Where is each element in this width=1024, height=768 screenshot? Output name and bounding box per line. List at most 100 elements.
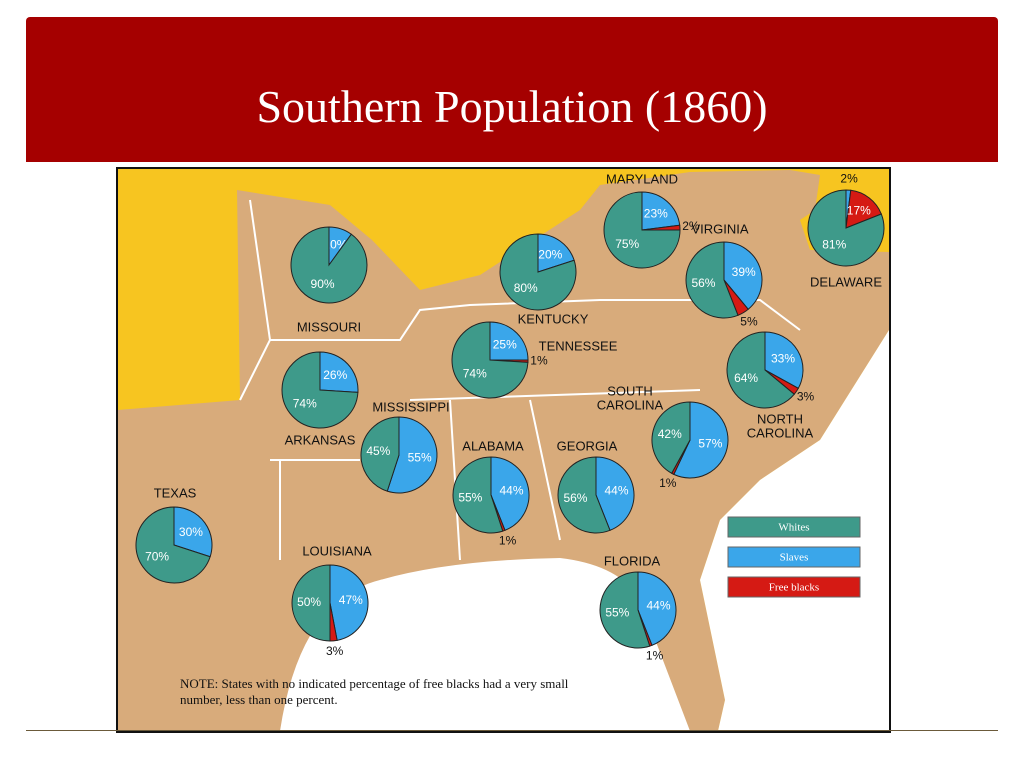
pie-slice <box>641 191 681 231</box>
value-label: 26% <box>323 368 347 382</box>
gulf <box>280 558 690 731</box>
note: NOTE: States with no indicated percentag… <box>180 676 569 691</box>
pie-slice <box>673 401 729 479</box>
state-pie: 25% 1% 74% TENNESSEE <box>451 321 618 399</box>
value-label: 33% <box>771 352 795 366</box>
pie-slice <box>764 331 804 389</box>
value-label: 57% <box>698 437 722 451</box>
legend-label: Whites <box>778 522 809 534</box>
value-label: 3% <box>326 644 344 658</box>
value-label: 20% <box>538 247 562 261</box>
state-pie: 26% 74% ARKANSAS <box>281 351 359 447</box>
pie-slice <box>637 571 677 646</box>
pie-slice <box>135 506 211 584</box>
pie-slice <box>807 189 885 267</box>
state-name: LOUISIANA <box>302 543 372 558</box>
state-pie: 47% 3% 50% LOUISIANA <box>291 543 372 658</box>
state-name: NORTH <box>757 411 803 426</box>
title: Southern Population (1860) <box>256 81 768 132</box>
state-name: MISSISSIPPI <box>372 399 449 414</box>
pie-slice <box>291 564 331 642</box>
pie-slice <box>173 506 213 558</box>
state-name: TEXAS <box>154 485 197 500</box>
value-label: 90% <box>311 277 335 291</box>
pie-slice <box>490 456 530 531</box>
state-pie: 20% 80% KENTUCKY <box>499 233 589 326</box>
state-borders <box>239 199 801 561</box>
state-pie: 23% 2% 75% MARYLAND <box>603 171 700 269</box>
value-label: 2% <box>840 171 858 185</box>
pie-slice <box>499 233 577 311</box>
state-pie: 44% 56% GEORGIA <box>557 438 635 534</box>
value-label: 1% <box>499 533 517 547</box>
pie-slice <box>557 456 611 534</box>
value-label: 39% <box>732 265 756 279</box>
value-label: 1% <box>646 648 664 662</box>
pie-slice <box>685 241 739 319</box>
value-label: 75% <box>615 237 639 251</box>
value-label: 74% <box>463 366 487 380</box>
state-name: ALABAMA <box>462 438 524 453</box>
footer-rule <box>26 730 998 731</box>
state-pie: 44% 1% 55% FLORIDA <box>599 553 677 662</box>
value-label: 42% <box>658 427 682 441</box>
pie-slice <box>603 191 681 269</box>
pie-slice <box>329 564 369 641</box>
state-pie: 2% 17% 81% DELAWARE <box>807 171 885 289</box>
state-name: FLORIDA <box>604 553 661 568</box>
value-label: 55% <box>605 605 629 619</box>
value-label: 25% <box>493 337 517 351</box>
state-name: CAROLINA <box>597 397 664 412</box>
value-label: 44% <box>500 483 524 497</box>
legend: Whites Slaves Free blacks <box>727 516 861 598</box>
state-pie: 55% 45% MISSISSIPPI <box>360 399 450 494</box>
legend-swatch <box>727 576 861 598</box>
state-name: VIRGINIA <box>691 221 748 236</box>
state-name: CAROLINA <box>747 425 814 440</box>
pie-slice <box>319 351 359 393</box>
value-label: 30% <box>179 525 203 539</box>
header: Southern Population (1860) <box>26 17 998 162</box>
pies: 10%90%MISSOURI20%80%KENTUCKY23%2%75%MARY… <box>135 171 885 662</box>
legend-swatch <box>727 546 861 568</box>
value-label: 1% <box>530 354 548 368</box>
state-name: SOUTH <box>607 383 653 398</box>
pie-slice <box>599 571 651 649</box>
value-label: 17% <box>847 204 871 218</box>
value-label: 45% <box>366 444 390 458</box>
value-label: 23% <box>644 206 668 220</box>
state-name: MARYLAND <box>606 171 678 186</box>
value-label: 81% <box>822 237 846 251</box>
state-name: TENNESSEE <box>539 338 618 353</box>
value-label: 44% <box>647 598 671 612</box>
pie-slice <box>386 416 438 494</box>
pie-slice <box>537 233 575 273</box>
state-name: KENTUCKY <box>518 311 589 326</box>
pie-slice <box>360 416 400 492</box>
state-pie: 39% 5% 56% VIRGINIA <box>685 221 763 328</box>
state-pie: 10%90%MISSOURI <box>290 226 368 334</box>
state-name: GEORGIA <box>557 438 618 453</box>
value-label: 2% <box>682 219 700 233</box>
value-label: 74% <box>293 396 317 410</box>
note: number, less than one percent. <box>180 692 338 707</box>
value-label: 70% <box>145 549 169 563</box>
value-label: 56% <box>563 491 587 505</box>
state-name: MISSOURI <box>297 319 361 334</box>
legend-label: Free blacks <box>769 582 819 594</box>
pie-slice <box>651 401 691 474</box>
pie-slice <box>281 351 359 429</box>
pie-slice <box>595 456 635 531</box>
value-label: 47% <box>339 593 363 607</box>
pie-slice <box>489 321 529 361</box>
value-label: 5% <box>740 314 758 328</box>
value-label: 56% <box>691 276 715 290</box>
value-label: 1% <box>659 476 677 490</box>
legend-label: Slaves <box>780 552 809 564</box>
pie-slice <box>290 226 368 304</box>
value-label: 80% <box>514 281 538 295</box>
state-name: ARKANSAS <box>285 432 356 447</box>
